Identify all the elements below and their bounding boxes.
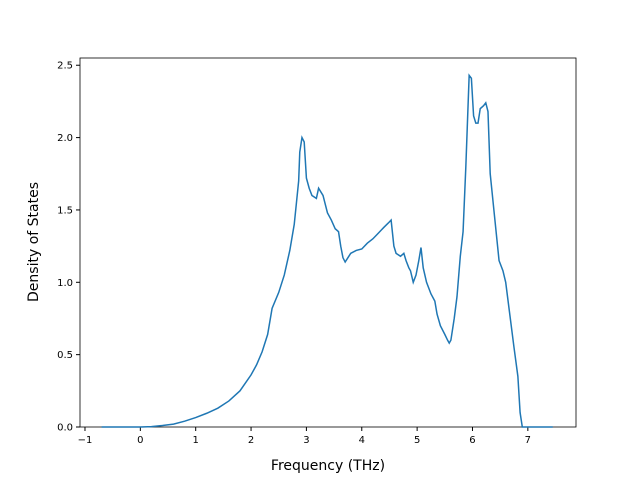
y-tick-label: 1.5 xyxy=(57,205,73,216)
y-axis-label: Density of States xyxy=(26,182,42,302)
plot-frame xyxy=(79,57,577,428)
x-tick-label: 7 xyxy=(525,435,531,446)
x-tick-label: 1 xyxy=(193,435,199,446)
x-tick-label: 6 xyxy=(469,435,475,446)
y-tick-label: 0.0 xyxy=(57,423,73,434)
x-tick-label: 0 xyxy=(137,435,143,446)
data-line xyxy=(101,73,553,428)
x-tick-label: 5 xyxy=(414,435,420,446)
y-tick-label: 2.5 xyxy=(57,61,73,72)
y-tick-label: 2.0 xyxy=(57,133,73,144)
x-axis-label: Frequency (THz) xyxy=(271,458,385,474)
x-tick-label: 4 xyxy=(359,435,365,446)
x-tick-label: −1 xyxy=(78,435,93,446)
x-tick-label: 2 xyxy=(248,435,254,446)
y-tick-label: 0.5 xyxy=(57,350,73,361)
y-tick-label: 1.0 xyxy=(57,278,73,289)
x-tick-label: 3 xyxy=(303,435,309,446)
